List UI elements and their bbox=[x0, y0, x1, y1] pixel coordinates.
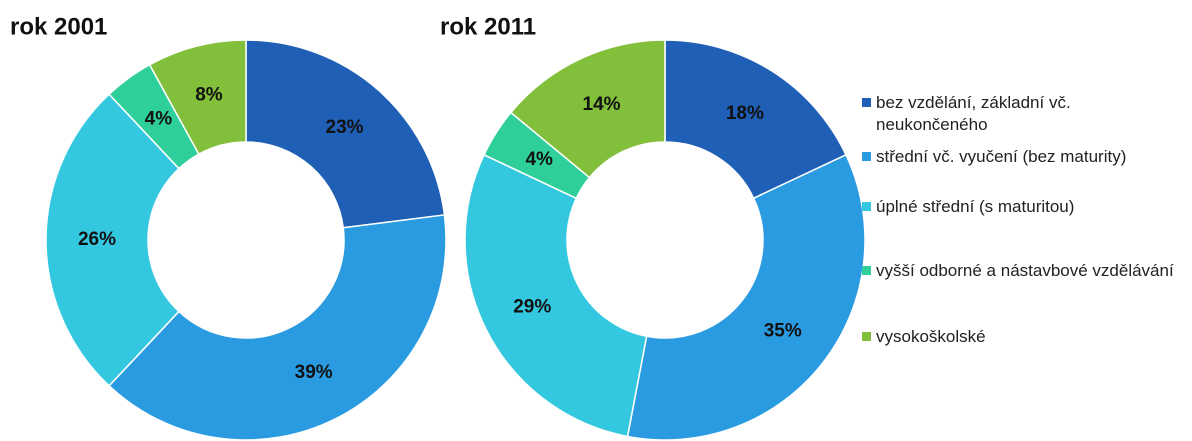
legend-swatch bbox=[862, 266, 871, 275]
value-label: 29% bbox=[513, 297, 551, 318]
legend-entry: úplné střední (s maturitou) bbox=[862, 196, 1186, 218]
donut-slice bbox=[108, 214, 447, 441]
legend-entry: vyšší odborné a nástavbové vzdělávání bbox=[862, 260, 1186, 282]
value-label: 8% bbox=[195, 85, 223, 106]
value-label: 26% bbox=[78, 229, 116, 250]
value-label: 39% bbox=[295, 362, 333, 383]
value-label: 35% bbox=[764, 320, 802, 341]
donut-slice bbox=[45, 93, 180, 387]
legend-swatch bbox=[862, 332, 871, 341]
value-label: 23% bbox=[326, 117, 364, 138]
donut-slice bbox=[245, 39, 446, 229]
legend-label: úplné střední (s maturitou) bbox=[876, 197, 1075, 216]
legend-entry: bez vzdělání, základní vč. neukončeného bbox=[862, 92, 1186, 136]
donut-slice bbox=[148, 39, 247, 156]
legend-swatch bbox=[862, 98, 871, 107]
donut-slice bbox=[664, 39, 847, 200]
legend-entry: vysokoškolské bbox=[862, 326, 1186, 348]
donut-slice bbox=[626, 153, 866, 441]
legend-label: vyšší odborné a nástavbové vzdělávání bbox=[876, 261, 1174, 280]
legend-entry: střední vč. vyučení (bez maturity) bbox=[862, 146, 1186, 168]
value-label: 4% bbox=[525, 149, 553, 170]
value-label: 14% bbox=[583, 94, 621, 115]
donut-slice bbox=[509, 39, 666, 179]
value-label: 18% bbox=[726, 103, 764, 124]
legend-label: střední vč. vyučení (bez maturity) bbox=[876, 147, 1127, 166]
legend-label: bez vzdělání, základní vč. neukončeného bbox=[876, 93, 1071, 134]
legend-swatch bbox=[862, 202, 871, 211]
value-label: 4% bbox=[145, 108, 173, 129]
chart-title: rok 2001 bbox=[10, 13, 107, 40]
donut-slice bbox=[464, 153, 648, 438]
chart-title: rok 2011 bbox=[440, 13, 536, 40]
legend-label: vysokoškolské bbox=[876, 327, 986, 346]
legend-swatch bbox=[862, 152, 871, 161]
